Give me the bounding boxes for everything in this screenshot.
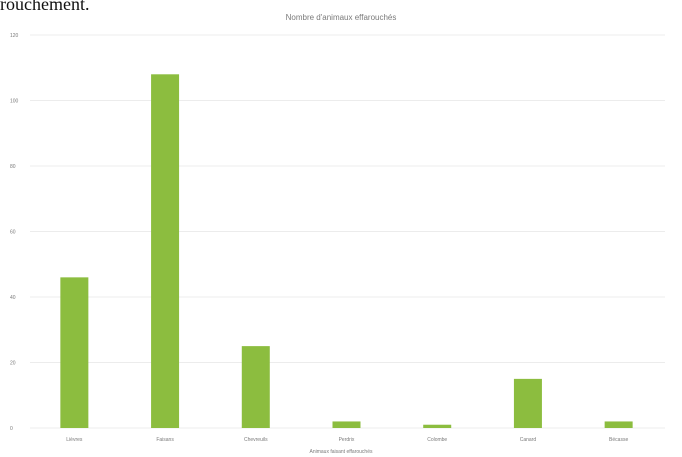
gridlines	[30, 34, 665, 429]
y-tick-label: 0	[10, 426, 13, 432]
bar-chevreuils	[241, 346, 270, 428]
x-axis-label: Animaux faisant effarouchés	[309, 449, 373, 455]
bar-perdrix	[332, 421, 361, 428]
bar-faisans	[151, 74, 180, 429]
x-tick-label: Lièvres	[66, 437, 83, 443]
y-tick-label: 100	[10, 99, 19, 105]
x-tick-label: Chevreuils	[244, 437, 268, 443]
x-tick-label: Canard	[520, 437, 537, 443]
bar-canard	[513, 378, 542, 428]
x-tick-label: Faisans	[156, 437, 174, 443]
y-tick-label: 80	[10, 164, 16, 170]
x-tick-label: Perdrix	[339, 437, 355, 443]
bars	[60, 74, 633, 429]
x-axis-ticks: Lièvres Faisans Chevreuils Perdrix Colombe Ca…	[66, 437, 628, 443]
y-tick-label: 120	[10, 33, 19, 39]
bar-bécasse	[604, 421, 633, 428]
y-axis-ticks: 0 20 40 60 80 100 120	[10, 33, 19, 432]
y-tick-label: 60	[10, 230, 16, 236]
document-text-fragment: rouchement.	[0, 0, 90, 14]
chart-title: Nombre d'animaux effarouchés	[286, 13, 397, 22]
y-tick-label: 20	[10, 361, 16, 367]
bar-lièvres	[60, 277, 89, 428]
y-tick-label: 40	[10, 295, 16, 301]
x-tick-label: Colombe	[427, 437, 447, 443]
bar-colombe	[423, 424, 452, 428]
x-tick-label: Bécasse	[609, 437, 628, 443]
